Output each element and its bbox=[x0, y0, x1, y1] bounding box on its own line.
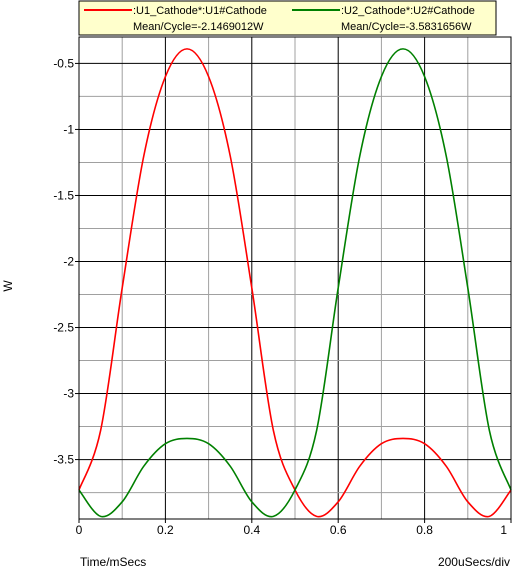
y-tick-label: -2.5 bbox=[53, 321, 74, 335]
x-tick-label: 1 bbox=[500, 523, 507, 537]
x-axis-label: Time/mSecs bbox=[80, 555, 146, 568]
x-scale-note: 200uSecs/div bbox=[438, 555, 510, 568]
series-line-u1 bbox=[78, 48, 512, 518]
x-tick-label: 0.6 bbox=[330, 523, 347, 537]
legend-box bbox=[78, 0, 497, 36]
x-tick-label: 0.8 bbox=[416, 523, 433, 537]
grid bbox=[79, 37, 511, 519]
legend-mean-u2: Mean/Cycle=-3.5831656W bbox=[341, 21, 472, 33]
legend-label-u1: :U1_Cathode*:U1#Cathode bbox=[133, 5, 267, 17]
legend: :U1_Cathode*:U1#Cathode Mean/Cycle=-2.14… bbox=[78, 0, 497, 36]
y-axis-ticks: -0.5 -1 -1.5 -2 -2.5 -3 -3.5 bbox=[53, 56, 79, 467]
x-tick-label: 0.2 bbox=[157, 523, 174, 537]
y-axis-label: W bbox=[1, 280, 15, 292]
legend-mean-u1: Mean/Cycle=-2.1469012W bbox=[133, 21, 264, 33]
series-line-u2 bbox=[78, 48, 512, 518]
y-tick-label: -1 bbox=[63, 122, 74, 136]
y-tick-label: -1.5 bbox=[53, 188, 74, 202]
y-tick-label: -3.5 bbox=[53, 453, 74, 467]
x-axis-ticks: 0 0.2 0.4 0.6 0.8 1 bbox=[76, 519, 512, 537]
x-tick-label: 0 bbox=[76, 523, 83, 537]
y-tick-label: -3 bbox=[63, 387, 74, 401]
y-tick-label: -0.5 bbox=[53, 56, 74, 70]
x-tick-label: 0.4 bbox=[243, 523, 260, 537]
plot-frame bbox=[78, 36, 512, 520]
y-tick-label: -2 bbox=[63, 254, 74, 268]
legend-label-u2: :U2_Cathode*:U2#Cathode bbox=[341, 5, 475, 17]
series-layer bbox=[78, 48, 512, 518]
